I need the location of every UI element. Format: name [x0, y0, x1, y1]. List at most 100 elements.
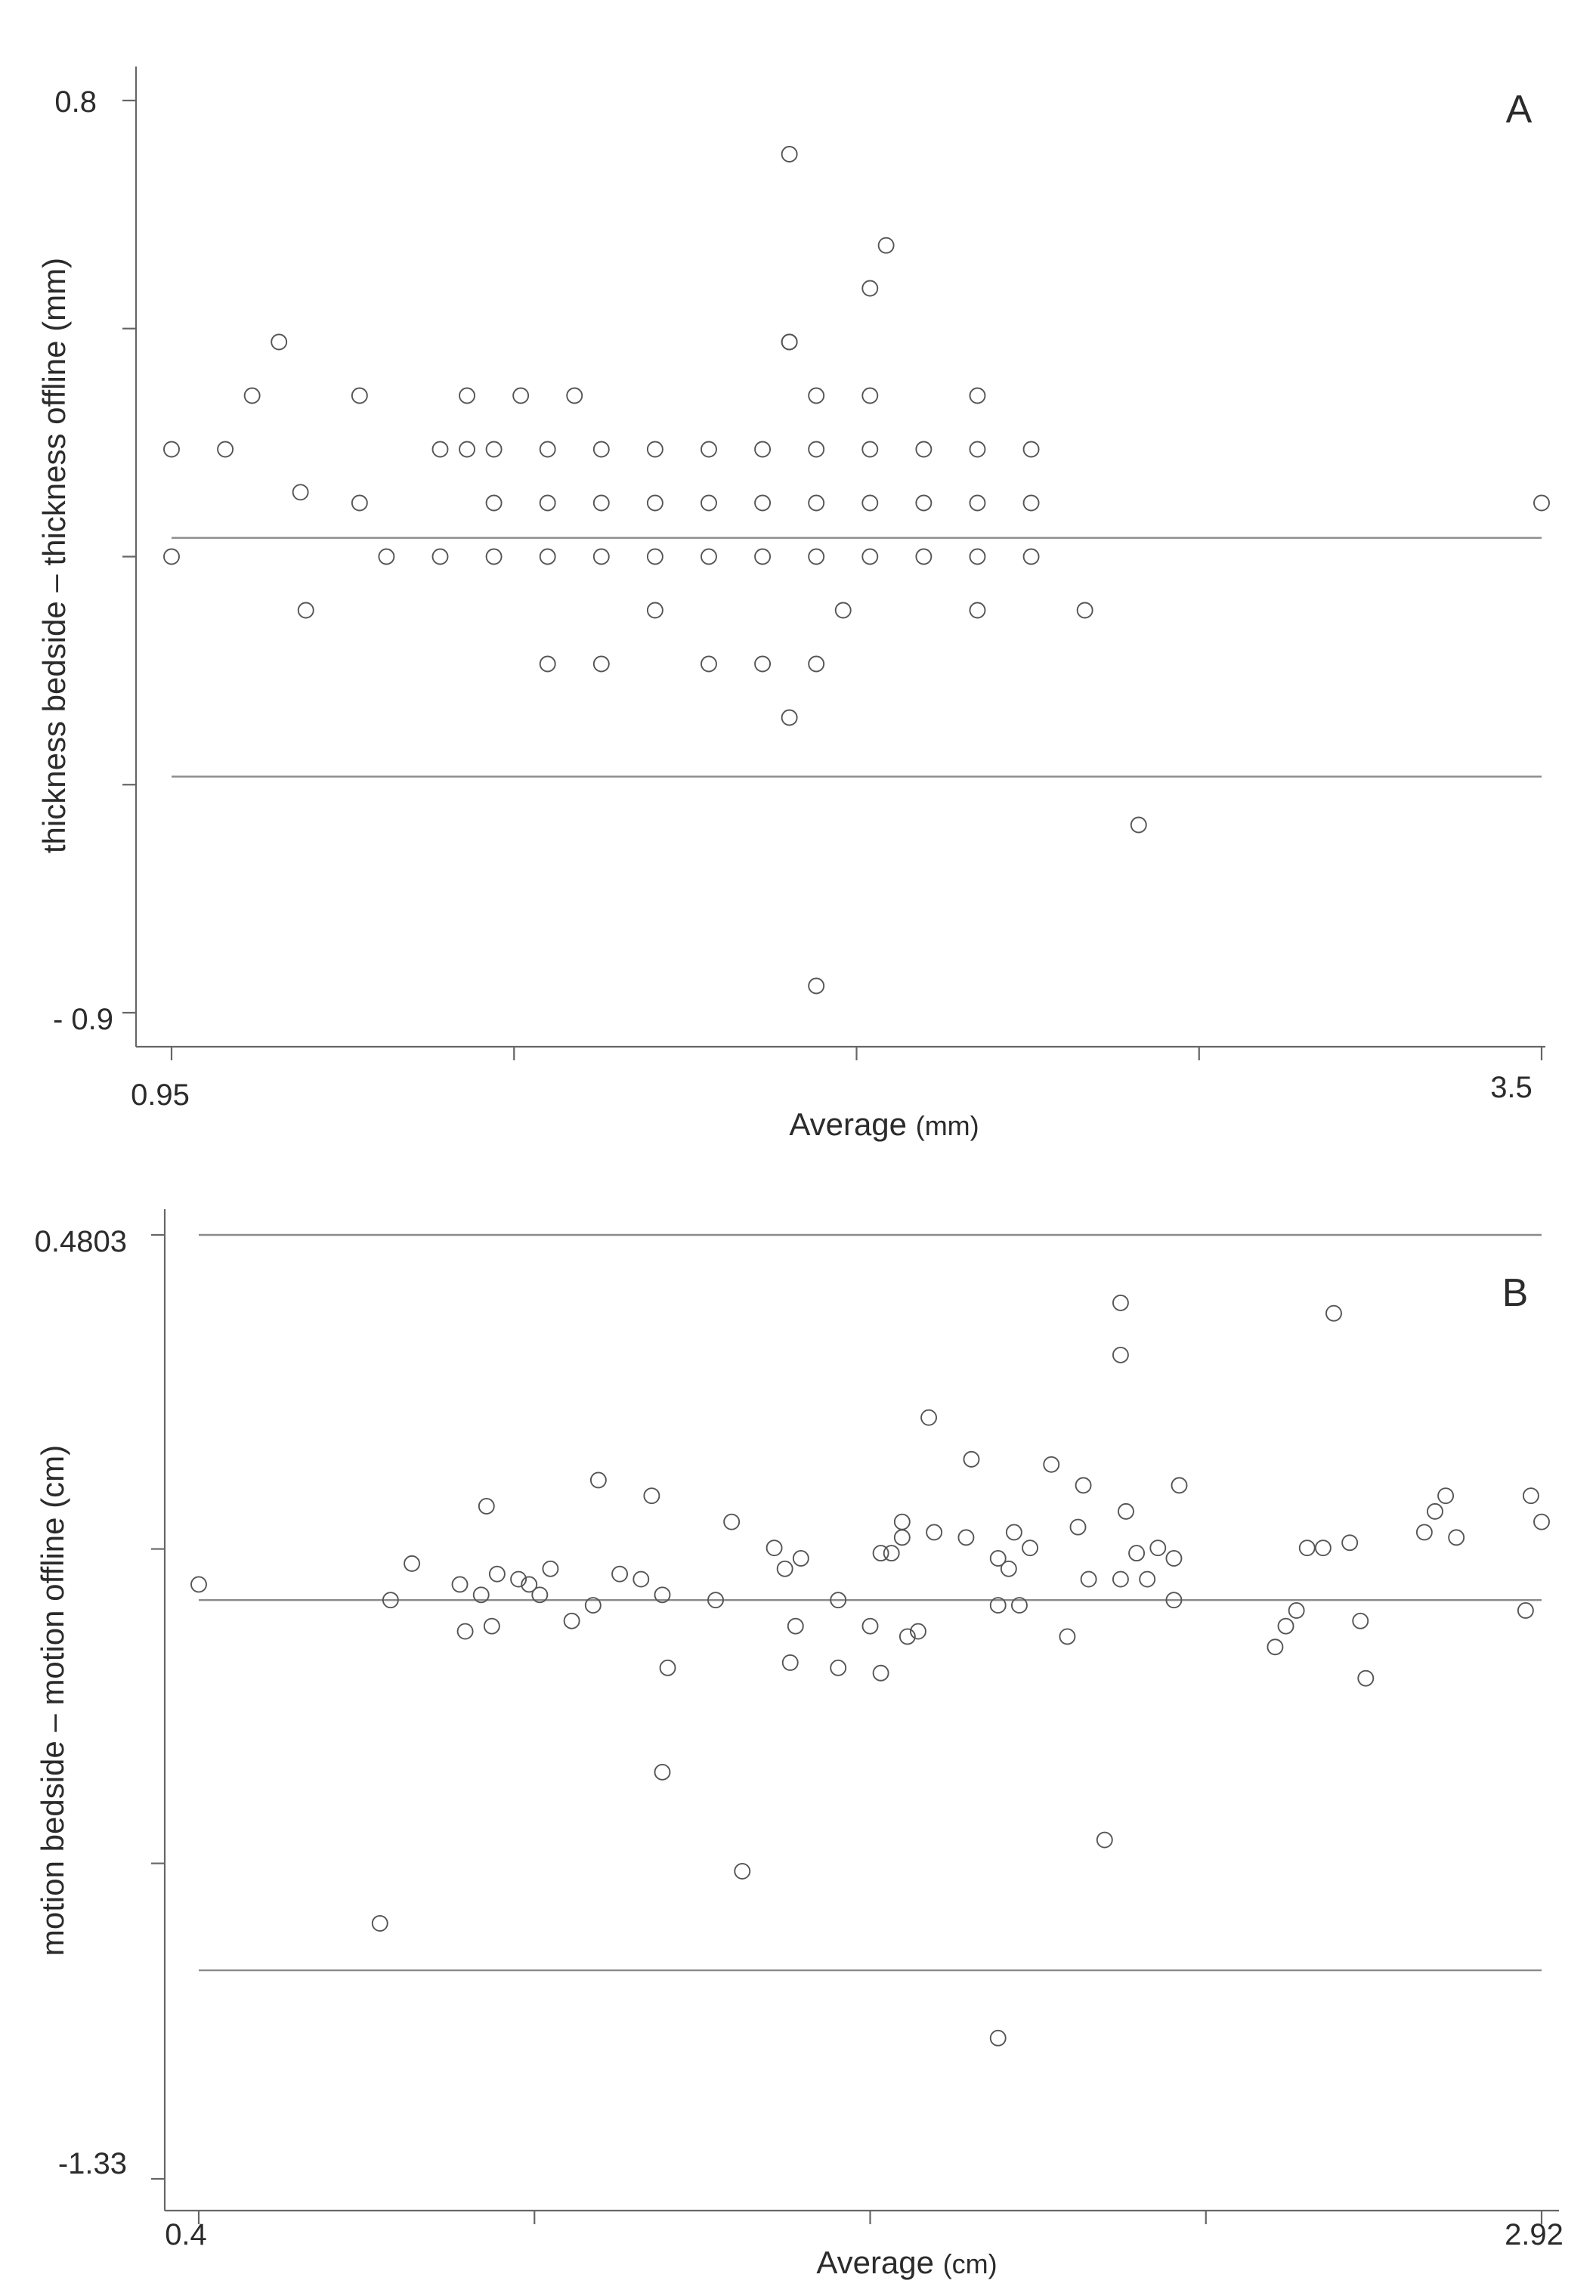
panel-a-data-point	[217, 441, 234, 458]
panel-b-data-point	[1005, 1524, 1022, 1541]
panel-a-data-point	[592, 548, 610, 565]
panel-a-data-point	[592, 494, 610, 512]
panel-b-data-point	[963, 1450, 980, 1468]
panel-a-data-point	[243, 387, 261, 404]
panel-b-data-point	[1080, 1570, 1097, 1588]
panel-b-data-point	[1298, 1539, 1316, 1557]
panel-a-data-point	[808, 655, 825, 673]
panel-a-data-point	[754, 441, 772, 458]
panel-a-y-axis-title: thickness bedside – thickness offline (m…	[36, 258, 72, 853]
panel-b-data-point	[830, 1659, 847, 1676]
panel-b-data-point	[830, 1592, 847, 1609]
panel-a-data-point	[915, 548, 933, 565]
panel-a-data-point	[808, 387, 825, 404]
panel-a-data-point	[861, 280, 879, 297]
panel-b-data-point	[861, 1617, 879, 1635]
panel-b-data-point	[910, 1623, 926, 1640]
panel-b-data-point	[531, 1586, 549, 1604]
panel-a-data-point	[754, 655, 772, 673]
panel-b-data-point	[633, 1570, 650, 1588]
panel-b-data-point	[1325, 1304, 1342, 1322]
panel-b-data-point	[1517, 1602, 1534, 1619]
panel-b-data-point	[781, 1654, 799, 1671]
panel-a-data-point	[1533, 494, 1550, 512]
panel-b-x-tick-left: 0.4	[165, 2218, 207, 2251]
panel-b-data-point	[926, 1524, 943, 1541]
panel-b-y-axis-title: motion bedside – motion offline (cm)	[35, 1445, 70, 1956]
panel-a-x-axis-title-text: Average	[789, 1106, 907, 1142]
panel-a-data-point	[861, 441, 879, 458]
panel-a-data-point	[539, 655, 556, 673]
panel-b-data-point	[1357, 1669, 1375, 1687]
panel-b-data-point	[1022, 1539, 1038, 1557]
panel-a-data-point	[781, 709, 798, 726]
panel-a-data-point	[969, 494, 986, 512]
panel-a-data-point	[646, 494, 663, 512]
panel-a-data-point	[512, 387, 530, 404]
panel-a-data-point	[539, 548, 556, 565]
panel-b-data-point	[190, 1576, 207, 1593]
panel-b-data-point	[1096, 1831, 1113, 1849]
panel-a-data-point	[485, 441, 503, 458]
panel-b-data-point	[611, 1565, 629, 1583]
panel-b-data-point	[584, 1597, 602, 1614]
panel-a-data-point	[351, 387, 368, 404]
panel-a-data-point	[754, 494, 772, 512]
panel-b-data-point	[1112, 1294, 1129, 1311]
panel-b-data-point	[1165, 1592, 1183, 1609]
panel-a-data-point	[539, 441, 556, 458]
panel-b-data-point	[893, 1513, 911, 1530]
panel-a-data-point	[969, 548, 986, 565]
panel-b-data-point	[1522, 1487, 1539, 1505]
panel-b-y-tick-bottom: -1.33	[58, 2147, 127, 2180]
panel-b-data-point	[472, 1586, 490, 1604]
panel-b-data-point	[1112, 1570, 1129, 1588]
panel-b-data-point	[1000, 1560, 1017, 1577]
panel-a-data-point	[485, 548, 503, 565]
panel-a-data-point	[292, 484, 309, 501]
panel-a-data-point	[459, 387, 475, 404]
panel-b-letter: B	[1502, 1271, 1529, 1315]
panel-b-data-point	[920, 1409, 938, 1426]
panel-a-data-point	[808, 441, 825, 458]
panel-b-data-point	[1128, 1545, 1146, 1562]
panel-a-letter: A	[1506, 88, 1533, 132]
panel-a-data-point	[969, 602, 986, 619]
panel-b-data-point	[1059, 1628, 1076, 1645]
panel-b-data-point	[707, 1592, 724, 1609]
panel-b-data-point	[989, 2029, 1007, 2047]
panel-b-data-point	[659, 1659, 676, 1676]
panel-b-data-point	[989, 1597, 1007, 1614]
panel-a-data-point	[1022, 441, 1040, 458]
bland-altman-panel-b: 0.4803 -1.33 0.4 2.92 Average (cm) motio…	[35, 1209, 1564, 2280]
panel-b-data-point	[1112, 1346, 1129, 1363]
panel-b-y-tick-top: 0.4803	[35, 1225, 127, 1258]
panel-b-data-point	[488, 1565, 506, 1583]
panel-b-data-point	[1415, 1524, 1433, 1541]
panel-a-data-point	[969, 441, 986, 458]
panel-b-data-point	[589, 1471, 607, 1489]
panel-a-data-point	[592, 655, 610, 673]
panel-b-data-point	[456, 1623, 474, 1640]
panel-a-x-tick-right: 3.5	[1490, 1071, 1533, 1104]
panel-a-data-point	[646, 441, 663, 458]
panel-b-data-point	[766, 1539, 783, 1557]
panel-a-data-point	[915, 441, 933, 458]
panel-a-x-tick-left: 0.95	[131, 1078, 190, 1112]
panel-b-x-axis-title: Average (cm)	[816, 2245, 997, 2280]
panel-b-data-point	[382, 1592, 399, 1609]
panel-b-data-point	[1165, 1550, 1183, 1567]
panel-a-y-tick-top: 0.8	[54, 85, 97, 119]
panel-a-data-point	[271, 333, 288, 351]
panel-b-data-point	[1288, 1602, 1305, 1619]
panel-a-data-point	[701, 548, 717, 565]
panel-b-x-tick-right: 2.92	[1505, 2218, 1564, 2251]
panel-a-data-point	[808, 977, 825, 995]
panel-b-data-point	[1533, 1513, 1550, 1530]
panel-b-data-point	[404, 1555, 421, 1572]
panel-a-data-point	[834, 602, 852, 619]
panel-b-data-point	[1267, 1638, 1284, 1656]
panel-b-data-point	[483, 1617, 500, 1635]
panel-b-data-point	[1352, 1612, 1369, 1629]
